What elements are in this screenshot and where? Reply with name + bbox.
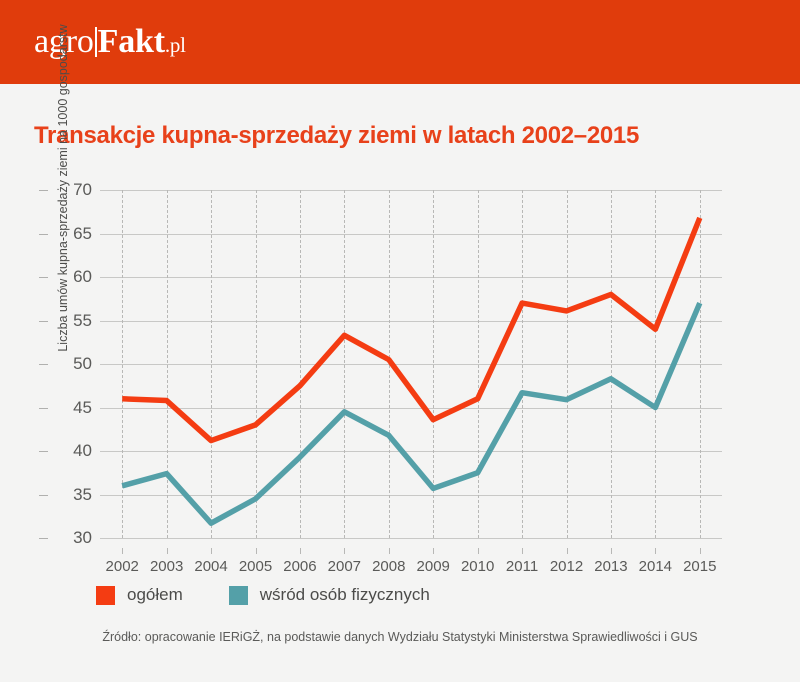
x-tick-mark — [122, 548, 124, 554]
header-bar: agro Fakt.pl — [0, 0, 800, 84]
y-tick-label: 55 — [73, 310, 92, 330]
gridline-horizontal — [100, 277, 722, 278]
gridline-vertical — [166, 190, 168, 538]
x-tick-mark — [388, 548, 390, 554]
gridline-horizontal — [100, 320, 722, 322]
y-tick-mark — [39, 494, 48, 496]
gridline-vertical — [655, 190, 657, 538]
y-tick-label: 60 — [73, 267, 92, 286]
x-tick-label: 2006 — [283, 558, 317, 575]
y-tick-mark — [39, 407, 48, 409]
gridline-vertical — [699, 190, 701, 538]
y-axis-ticks: 30 35 40 45 50 55 60 65 70 — [39, 180, 92, 547]
x-tick-label: 2008 — [372, 558, 406, 575]
x-tick-mark — [255, 548, 257, 554]
y-tick-label: 40 — [73, 441, 92, 460]
gridline-vertical — [255, 190, 257, 538]
x-tick-label: 2012 — [549, 558, 584, 575]
x-tick-mark — [166, 548, 168, 554]
gridline-horizontal — [100, 364, 722, 365]
x-tick-mark — [299, 548, 301, 554]
x-tick-mark — [477, 548, 479, 554]
x-tick-label: 2007 — [327, 558, 362, 575]
y-tick-mark — [39, 451, 48, 452]
gridline-vertical — [566, 190, 568, 538]
x-tick-label: 2009 — [416, 558, 450, 575]
y-tick-mark — [39, 320, 48, 322]
y-tick-mark — [39, 364, 48, 365]
chart-title: Transakcje kupna-sprzedaży ziemi w latac… — [34, 122, 640, 149]
y-tick-label: 50 — [73, 354, 92, 373]
gridline-vertical — [433, 190, 435, 538]
series-line-total — [122, 216, 703, 444]
legend-item[interactable]: ogółem — [96, 585, 183, 605]
y-tick-label: 30 — [73, 528, 92, 547]
y-tick-label: 65 — [73, 223, 92, 243]
logo-fakt-text: Fakt — [97, 23, 165, 60]
x-tick-label: 2015 — [683, 558, 717, 575]
x-tick-mark — [522, 548, 524, 554]
series-line-individuals — [121, 302, 703, 526]
y-tick-label: 70 — [73, 180, 92, 199]
x-tick-label: 2005 — [238, 558, 273, 575]
legend-swatch-icon — [96, 585, 115, 605]
x-tick-label: 2004 — [194, 558, 228, 575]
gridline-vertical — [522, 190, 524, 538]
x-tick-label: 2014 — [638, 558, 673, 575]
x-tick-label: 2002 — [105, 558, 139, 575]
gridline-horizontal — [100, 451, 722, 452]
agrofakt-logo: agro Fakt.pl — [34, 22, 186, 65]
x-tick-label: 2013 — [594, 558, 628, 575]
gridline-horizontal — [100, 494, 722, 496]
gridline-horizontal — [100, 190, 722, 191]
gridline-horizontal — [100, 233, 722, 235]
x-tick-label: 2011 — [505, 558, 539, 575]
legend-label: wśród osób fizycznych — [259, 585, 430, 604]
gridline-vertical — [477, 190, 479, 538]
gridline-horizontal — [100, 538, 722, 539]
gridline-vertical — [299, 190, 301, 538]
y-tick-label: 35 — [73, 484, 92, 504]
x-axis-labels: 2002 2003 2004 2005 2006 2007 2008 2009 2010 2011… — [100, 548, 722, 575]
chart-plot-area — [100, 190, 722, 539]
legend-item[interactable]: wśród osób fizycznych — [228, 585, 430, 605]
x-tick-mark — [566, 548, 568, 554]
y-tick-mark — [39, 233, 48, 235]
x-tick-mark — [211, 548, 213, 554]
logo-separator-icon — [94, 27, 97, 57]
logo-agro-text: agro — [34, 23, 94, 60]
y-tick-label: 45 — [73, 397, 92, 417]
legend-swatch-icon — [228, 585, 248, 605]
gridline-vertical — [610, 190, 612, 538]
x-tick-mark — [433, 548, 435, 554]
gridline-horizontal — [100, 407, 722, 409]
x-tick-mark — [655, 548, 657, 554]
y-tick-mark — [39, 538, 48, 539]
y-tick-mark — [39, 277, 48, 278]
y-tick-mark — [39, 190, 48, 191]
legend-label: ogółem — [127, 585, 183, 604]
source-note: Źródło: opracowanie IERiGŻ, na podstawie… — [102, 630, 698, 644]
gridline-vertical — [122, 190, 124, 538]
x-tick-label: 2003 — [149, 558, 184, 575]
x-tick-mark — [699, 548, 701, 554]
x-tick-label: 2010 — [460, 558, 495, 575]
chart-legend: ogółem wśród osób fizycznych — [96, 585, 476, 605]
logo-tld-text: .pl — [164, 33, 186, 57]
x-tick-mark — [610, 548, 612, 554]
series-lines — [121, 216, 703, 526]
gridline-vertical — [344, 190, 346, 538]
x-tick-mark — [344, 548, 346, 554]
gridline-vertical — [211, 190, 213, 538]
